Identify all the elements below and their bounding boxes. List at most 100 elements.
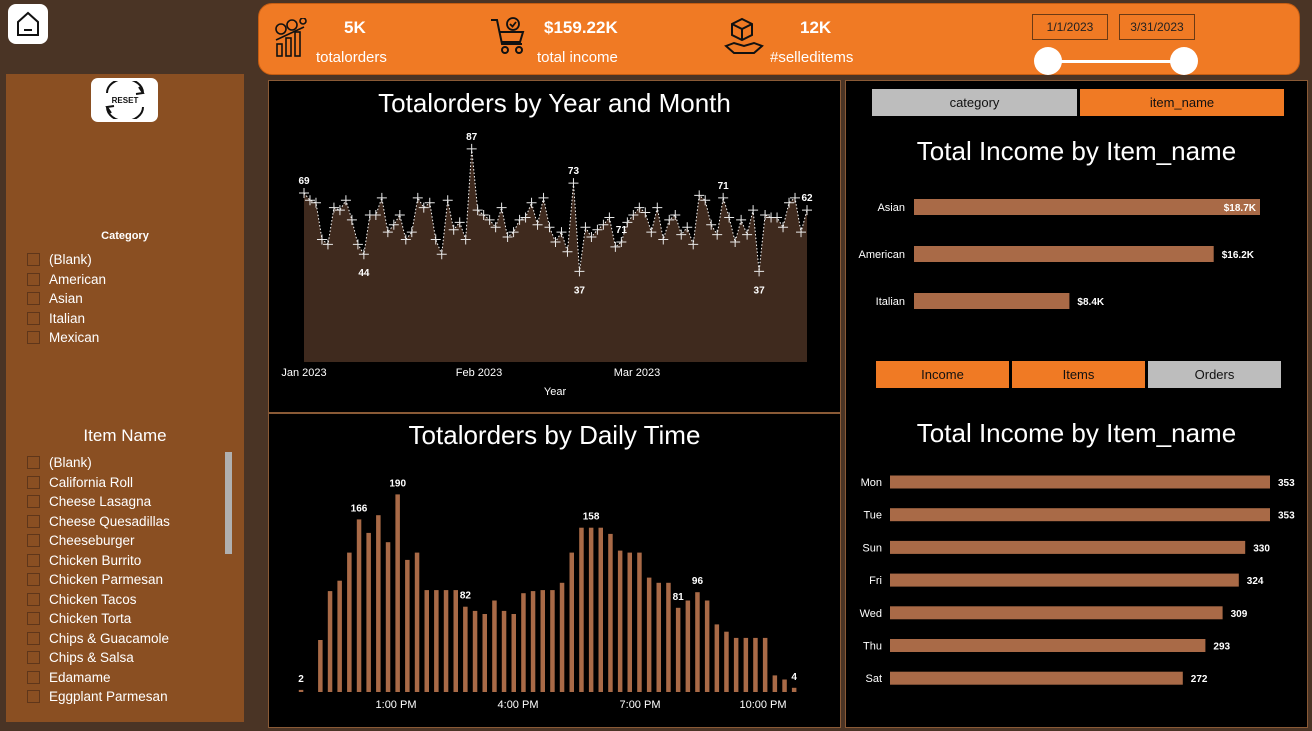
reset-button[interactable]: RESET [91,78,158,122]
item-option[interactable]: Eggplant Parmesan [27,687,170,707]
checkbox[interactable] [27,670,40,684]
item-option[interactable]: Chicken Torta [27,609,170,629]
data-point [352,239,363,250]
checkbox[interactable] [27,292,40,306]
data-point [502,232,513,243]
data-point [640,207,651,218]
data-label: 69 [298,176,310,187]
x-tick-label: 10:00 PM [739,699,786,711]
item-filter-title: Item Name [83,426,167,445]
tab-income[interactable]: Income [876,361,1009,388]
data-point [670,210,681,220]
category-label: Sun [862,542,882,554]
data-point [484,214,495,225]
checkbox[interactable] [27,631,40,645]
end-date-input[interactable]: 3/31/2023 [1119,14,1195,40]
data-point [736,214,747,225]
checkbox[interactable] [27,456,40,470]
data-label: 324 [1247,576,1264,587]
category-label: Italian [876,296,905,308]
tab-category[interactable]: category [872,89,1077,116]
bar [443,590,449,692]
bar [463,606,468,692]
checkbox[interactable] [27,311,40,325]
checkbox[interactable] [27,331,40,345]
checkbox[interactable] [27,253,40,267]
item-option-label: Cheese Lasagna [49,494,152,510]
data-label: 166 [351,503,368,514]
data-point [586,232,597,243]
x-tick-label: Mar 2023 [614,367,660,379]
date-slider-start-handle[interactable] [1034,47,1062,75]
item-option[interactable]: (Blank) [27,453,170,473]
x-tick-label: 4:00 PM [498,699,539,711]
checkbox[interactable] [27,495,40,509]
kpi-label: totalorders [316,49,387,66]
bar [559,582,565,692]
checkbox[interactable] [27,272,40,286]
item-option[interactable]: Edamame [27,668,170,688]
item-list-scrollbar[interactable] [225,452,232,554]
item-option-label: Eggplant Parmesan [49,689,168,705]
bar [772,675,778,692]
data-point [346,214,357,225]
checkbox[interactable] [27,573,40,587]
data-point [706,219,717,230]
data-point [490,222,501,233]
data-point [676,229,687,240]
checkbox[interactable] [27,534,40,548]
data-point [574,266,585,277]
data-point [532,219,543,230]
item-option[interactable]: Cheese Quesadillas [27,512,170,532]
home-button[interactable] [8,4,48,44]
checkbox[interactable] [27,690,40,704]
item-option[interactable]: California Roll [27,473,170,493]
checkbox[interactable] [27,514,40,528]
data-point [334,205,345,216]
category-option[interactable]: Asian [27,289,106,309]
item-option[interactable]: Chips & Guacamole [27,629,170,649]
tab-items[interactable]: Items [1012,361,1145,388]
category-option[interactable]: (Blank) [27,250,106,270]
data-label: 353 [1278,511,1295,522]
category-option[interactable]: Mexican [27,328,106,348]
bar [530,591,536,692]
category-option[interactable]: American [27,270,106,290]
data-point [382,227,393,238]
start-date-input[interactable]: 1/1/2023 [1032,14,1108,40]
data-point [370,210,381,220]
item-option[interactable]: Chicken Tacos [27,590,170,610]
orders-by-month-panel: Totalorders by Year and Month 69 44 87 73 37… [268,80,841,413]
item-option[interactable]: Cheese Lasagna [27,492,170,512]
data-point [616,236,627,247]
data-point [646,227,657,238]
checkbox[interactable] [27,612,40,626]
data-point [358,249,369,260]
item-option[interactable]: Cheeseburger [27,531,170,551]
bar [298,689,304,692]
shopping-cart-icon [491,17,525,54]
tab-orders[interactable]: Orders [1148,361,1281,388]
checkbox[interactable] [27,553,40,567]
data-point [580,222,591,233]
checkbox[interactable] [27,651,40,665]
item-option[interactable]: Chicken Burrito [27,551,170,571]
data-point [418,202,429,213]
tab-item-name[interactable]: item_name [1080,89,1284,116]
income-panel: category item_name Total Income by Item_… [845,80,1308,728]
data-point [460,234,471,245]
data-point [718,192,729,203]
area-fill [304,148,807,362]
date-slider-end-handle[interactable] [1170,47,1198,75]
data-point [520,212,531,223]
data-label: 44 [358,268,370,279]
data-point [340,195,351,206]
data-point [304,195,315,206]
category-option[interactable]: Italian [27,309,106,329]
checkbox[interactable] [27,475,40,489]
date-slider-track[interactable] [1049,60,1185,63]
item-option[interactable]: Chips & Salsa [27,648,170,668]
item-option[interactable]: Chicken Parmesan [27,570,170,590]
checkbox[interactable] [27,592,40,606]
bar [743,637,749,692]
